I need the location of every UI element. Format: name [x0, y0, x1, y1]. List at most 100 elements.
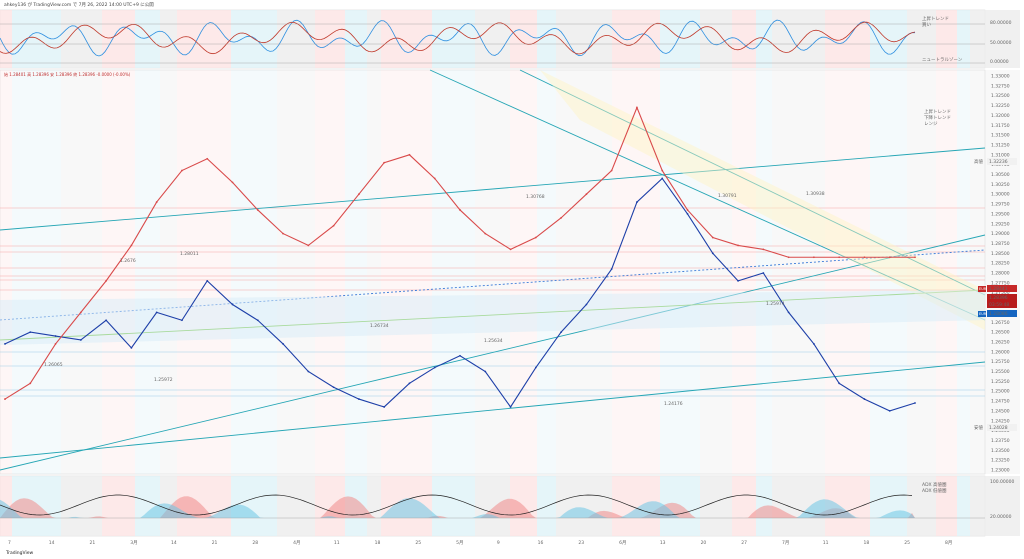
currency-tag-2: EUR	[979, 312, 987, 316]
annotation-2: 1.28011	[180, 251, 199, 257]
price-tick-label: 1.32250	[991, 103, 1010, 109]
tradingview-logo[interactable]: TradingView	[6, 551, 34, 556]
annotation-10: 1.25974	[766, 301, 785, 307]
series-point	[181, 319, 183, 322]
osc-top-label-0: 0.00000	[990, 59, 1009, 65]
band-bottom	[61, 476, 102, 536]
series-point	[484, 232, 487, 235]
time-tick-label: 16	[538, 540, 544, 546]
time-tick-label: 6月	[619, 540, 626, 546]
low-value: 1.24028	[989, 425, 1008, 431]
band-bottom	[970, 476, 1020, 536]
price-tag-1: 1.28441	[989, 286, 1008, 292]
band-main	[936, 70, 957, 474]
session-bands	[0, 10, 1020, 536]
series-point	[433, 366, 436, 369]
price-pane	[0, 69, 986, 475]
price-tick-label: 1.30250	[991, 182, 1010, 188]
price-series	[4, 106, 916, 412]
series-point	[610, 169, 613, 172]
band-top	[660, 10, 700, 68]
annotation-3: 1.30768	[526, 194, 545, 200]
price-tick-label: 1.25750	[991, 359, 1010, 365]
price-tick-label: 1.30000	[991, 192, 1010, 198]
time-tick-label: 13	[660, 540, 666, 546]
band-main	[381, 70, 432, 474]
price-tick-label: 1.28250	[991, 261, 1010, 267]
band-top	[732, 10, 756, 68]
series-point	[787, 311, 790, 314]
band-bottom	[936, 476, 957, 536]
band-main	[957, 70, 970, 474]
series-point	[307, 244, 310, 247]
band-top	[756, 10, 772, 68]
series-point	[383, 161, 386, 164]
price-tick-label: 1.26250	[991, 339, 1010, 345]
osc-top-legend: ニュートラルゾーン	[922, 57, 963, 63]
osc-bottom-label-100: 100.00000	[990, 479, 1014, 485]
band-main	[870, 70, 907, 474]
annotation-7: 1.25972	[154, 377, 173, 383]
series-point	[686, 209, 689, 211]
right-note-1: 上昇トレンド	[924, 108, 951, 115]
price-tick-label: 1.26750	[991, 320, 1010, 326]
series-point	[130, 346, 133, 349]
price-tick-label: 1.24250	[991, 418, 1010, 424]
price-tick-label: 1.32000	[991, 113, 1010, 119]
low-value-box	[987, 424, 1017, 431]
price-annotations: 1.2676 1.28011 1.30768 1.30791 1.30938 1…	[44, 191, 825, 407]
price-tag-4: 1.28086	[989, 311, 1008, 317]
band-main	[135, 70, 160, 474]
series-point	[155, 311, 158, 314]
time-axis: 7 14 21 3月 14 21 28 4月 11 18 25 5月 9 16 23 6月 13 20 27 7月 11…	[8, 540, 952, 546]
time-tick-label: 27	[741, 540, 747, 546]
band-top	[345, 10, 367, 68]
time-tick-label: 8月	[945, 540, 952, 546]
series-point	[812, 343, 815, 345]
band-top	[160, 10, 177, 68]
osc-top-line-1	[0, 19, 915, 57]
band-main	[367, 70, 381, 474]
band-top	[177, 10, 231, 68]
series-point	[509, 406, 512, 408]
band-top	[0, 10, 12, 68]
series-point	[888, 410, 891, 412]
price-tick-label: 1.30500	[991, 172, 1010, 178]
series-point	[282, 343, 284, 345]
currency-tag-1-box	[978, 286, 986, 292]
price-tick-label: 1.23500	[991, 448, 1010, 454]
band-main	[160, 70, 177, 474]
series-point	[914, 402, 916, 404]
band-main	[756, 70, 772, 474]
time-tick-label: 5月	[456, 540, 463, 546]
band-top	[277, 10, 315, 68]
series-point	[307, 370, 310, 373]
time-tick-label: 23	[578, 540, 584, 546]
series-point	[661, 177, 664, 180]
right-note-3: レンジ	[924, 122, 938, 127]
price-tick-label: 1.29500	[991, 211, 1010, 217]
band-top	[367, 10, 381, 68]
price-tick-label: 1.31250	[991, 142, 1010, 148]
price-tag-3-box	[987, 301, 1017, 308]
series-point	[4, 398, 6, 400]
osc-top-label-50: 50.00000	[990, 40, 1012, 46]
low-label: 安値	[974, 424, 983, 431]
band-top	[957, 10, 970, 68]
series-point	[181, 169, 183, 172]
series-point	[863, 398, 866, 400]
series-point	[636, 106, 638, 109]
price-tick-label: 1.27500	[991, 290, 1010, 296]
price-tick-label: 1.24750	[991, 399, 1010, 405]
series-point	[762, 248, 765, 251]
osc-bottom-note-2: ADX 低値圏	[922, 487, 947, 494]
band-top	[135, 10, 160, 68]
series-point	[686, 213, 689, 215]
price-tick-label: 1.26500	[991, 330, 1010, 336]
price-tag-1-box	[987, 285, 1017, 292]
series-point	[560, 216, 563, 219]
series-point	[383, 406, 386, 408]
series-point	[560, 331, 563, 333]
bottom-oscillator-areas	[0, 494, 985, 519]
